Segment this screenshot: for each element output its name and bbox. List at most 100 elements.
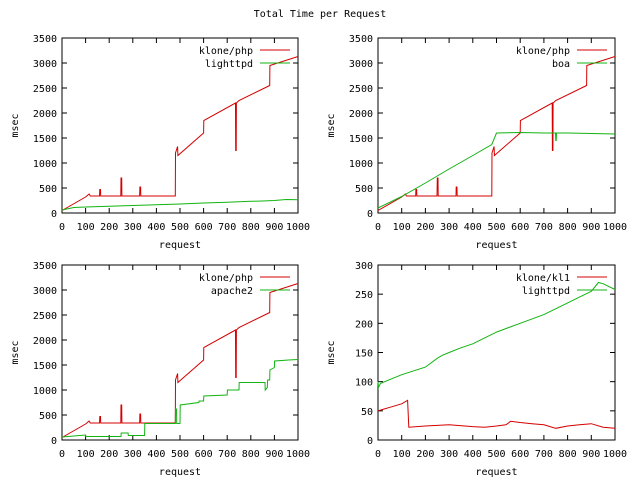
y-tick-label: 2500 [349, 84, 373, 95]
y-tick-label: 3000 [349, 59, 373, 70]
y-axis-label: msec [10, 340, 21, 364]
x-tick-label: 1000 [603, 222, 627, 233]
y-tick-label: 0 [367, 436, 373, 447]
legend-label: apache2 [211, 286, 253, 297]
y-tick-label: 1500 [33, 134, 57, 145]
x-tick-label: 600 [195, 449, 213, 460]
plot-border [377, 264, 616, 441]
y-tick-label: 3000 [33, 286, 57, 297]
x-tick-label: 900 [265, 222, 283, 233]
x-tick-label: 200 [100, 222, 118, 233]
figure-title: Total Time per Request [254, 9, 386, 20]
y-tick-label: 0 [367, 209, 373, 220]
y-tick-label: 1500 [33, 361, 57, 372]
legend-label: lighttpd [205, 59, 253, 70]
y-tick-label: 0 [51, 209, 57, 220]
legend-label: boa [552, 59, 570, 70]
x-tick-label: 1000 [603, 449, 627, 460]
chart-panel-1: 0 100 200 300 400 500 600 700 800 900 100005001000… [10, 34, 310, 251]
y-tick-label: 300 [355, 261, 373, 272]
y-tick-label: 500 [39, 411, 57, 422]
x-tick-label: 500 [171, 222, 189, 233]
x-tick-label: 600 [511, 222, 529, 233]
x-axis-label: request [159, 240, 201, 251]
y-tick-label: 2000 [33, 336, 57, 347]
x-tick-label: 500 [487, 222, 505, 233]
y-tick-label: 1000 [33, 386, 57, 397]
series-line-boa [377, 131, 616, 209]
x-tick-label: 300 [124, 449, 142, 460]
y-tick-label: 0 [51, 436, 57, 447]
y-tick-label: 3500 [33, 261, 57, 272]
legend-label: klone/php [516, 46, 570, 57]
x-tick-label: 800 [242, 449, 260, 460]
y-tick-label: 50 [361, 407, 373, 418]
chart-panel-4: 0 100 200 300 400 500 600 700 800 900 1000 0 50 100 15… [326, 261, 627, 478]
x-tick-label: 500 [487, 449, 505, 460]
x-tick-label: 800 [242, 222, 260, 233]
y-tick-label: 150 [355, 349, 373, 360]
legend-label: klone/kl1 [516, 273, 570, 284]
x-tick-label: 200 [416, 222, 434, 233]
x-tick-label: 100 [77, 449, 95, 460]
series-line-apache2 [61, 359, 299, 438]
x-tick-label: 0 [375, 222, 381, 233]
x-tick-label: 100 [77, 222, 95, 233]
series-line-klone-php [61, 283, 299, 438]
series-line-klone-php [61, 56, 299, 211]
x-tick-label: 100 [393, 449, 411, 460]
y-tick-label: 200 [355, 319, 373, 330]
y-axis-label: msec [326, 113, 337, 137]
x-tick-label: 700 [535, 222, 553, 233]
x-tick-label: 300 [440, 222, 458, 233]
legend-label: lighttpd [522, 286, 570, 297]
x-tick-label: 0 [59, 449, 65, 460]
y-axis-label: msec [326, 340, 337, 364]
x-tick-label: 600 [195, 222, 213, 233]
x-tick-label: 500 [171, 449, 189, 460]
y-tick-label: 500 [355, 184, 373, 195]
y-tick-label: 500 [39, 184, 57, 195]
x-tick-label: 700 [535, 449, 553, 460]
x-axis-label: request [159, 467, 201, 478]
chart-panel-3: 0 100 200 300 400 500 600 700 800 900 100005001000… [10, 261, 310, 478]
y-tick-label: 2000 [33, 109, 57, 120]
y-tick-label: 1500 [349, 134, 373, 145]
x-tick-label: 0 [375, 449, 381, 460]
y-tick-label: 2000 [349, 109, 373, 120]
x-tick-label: 100 [393, 222, 411, 233]
series-line-klone-php [377, 56, 616, 211]
x-axis-label: request [475, 240, 517, 251]
y-axis-label: msec [10, 113, 21, 137]
plot-border [377, 37, 616, 214]
series-line-lighttpd [377, 281, 616, 390]
x-tick-label: 1000 [286, 222, 310, 233]
x-tick-label: 700 [218, 222, 236, 233]
chart-panel-2: 0 100 200 300 400 500 600 700 800 900 100005001000… [326, 34, 627, 251]
x-tick-label: 900 [265, 449, 283, 460]
x-tick-label: 400 [147, 222, 165, 233]
x-tick-label: 800 [559, 449, 577, 460]
series-line-klone-kl1 [377, 399, 616, 429]
x-tick-label: 900 [582, 449, 600, 460]
x-tick-label: 700 [218, 449, 236, 460]
x-tick-label: 0 [59, 222, 65, 233]
x-tick-label: 800 [559, 222, 577, 233]
x-tick-label: 600 [511, 449, 529, 460]
x-tick-label: 300 [124, 222, 142, 233]
series-line-lighttpd [61, 198, 299, 211]
x-tick-label: 200 [416, 449, 434, 460]
x-tick-label: 200 [100, 449, 118, 460]
x-tick-label: 400 [147, 449, 165, 460]
legend-label: klone/php [199, 46, 253, 57]
y-tick-label: 1000 [33, 159, 57, 170]
y-tick-label: 100 [355, 378, 373, 389]
y-tick-label: 3500 [349, 34, 373, 45]
plot-border [61, 37, 299, 214]
x-tick-label: 400 [464, 449, 482, 460]
x-tick-label: 900 [582, 222, 600, 233]
y-tick-label: 3000 [33, 59, 57, 70]
y-tick-label: 2500 [33, 84, 57, 95]
y-tick-label: 1000 [349, 159, 373, 170]
